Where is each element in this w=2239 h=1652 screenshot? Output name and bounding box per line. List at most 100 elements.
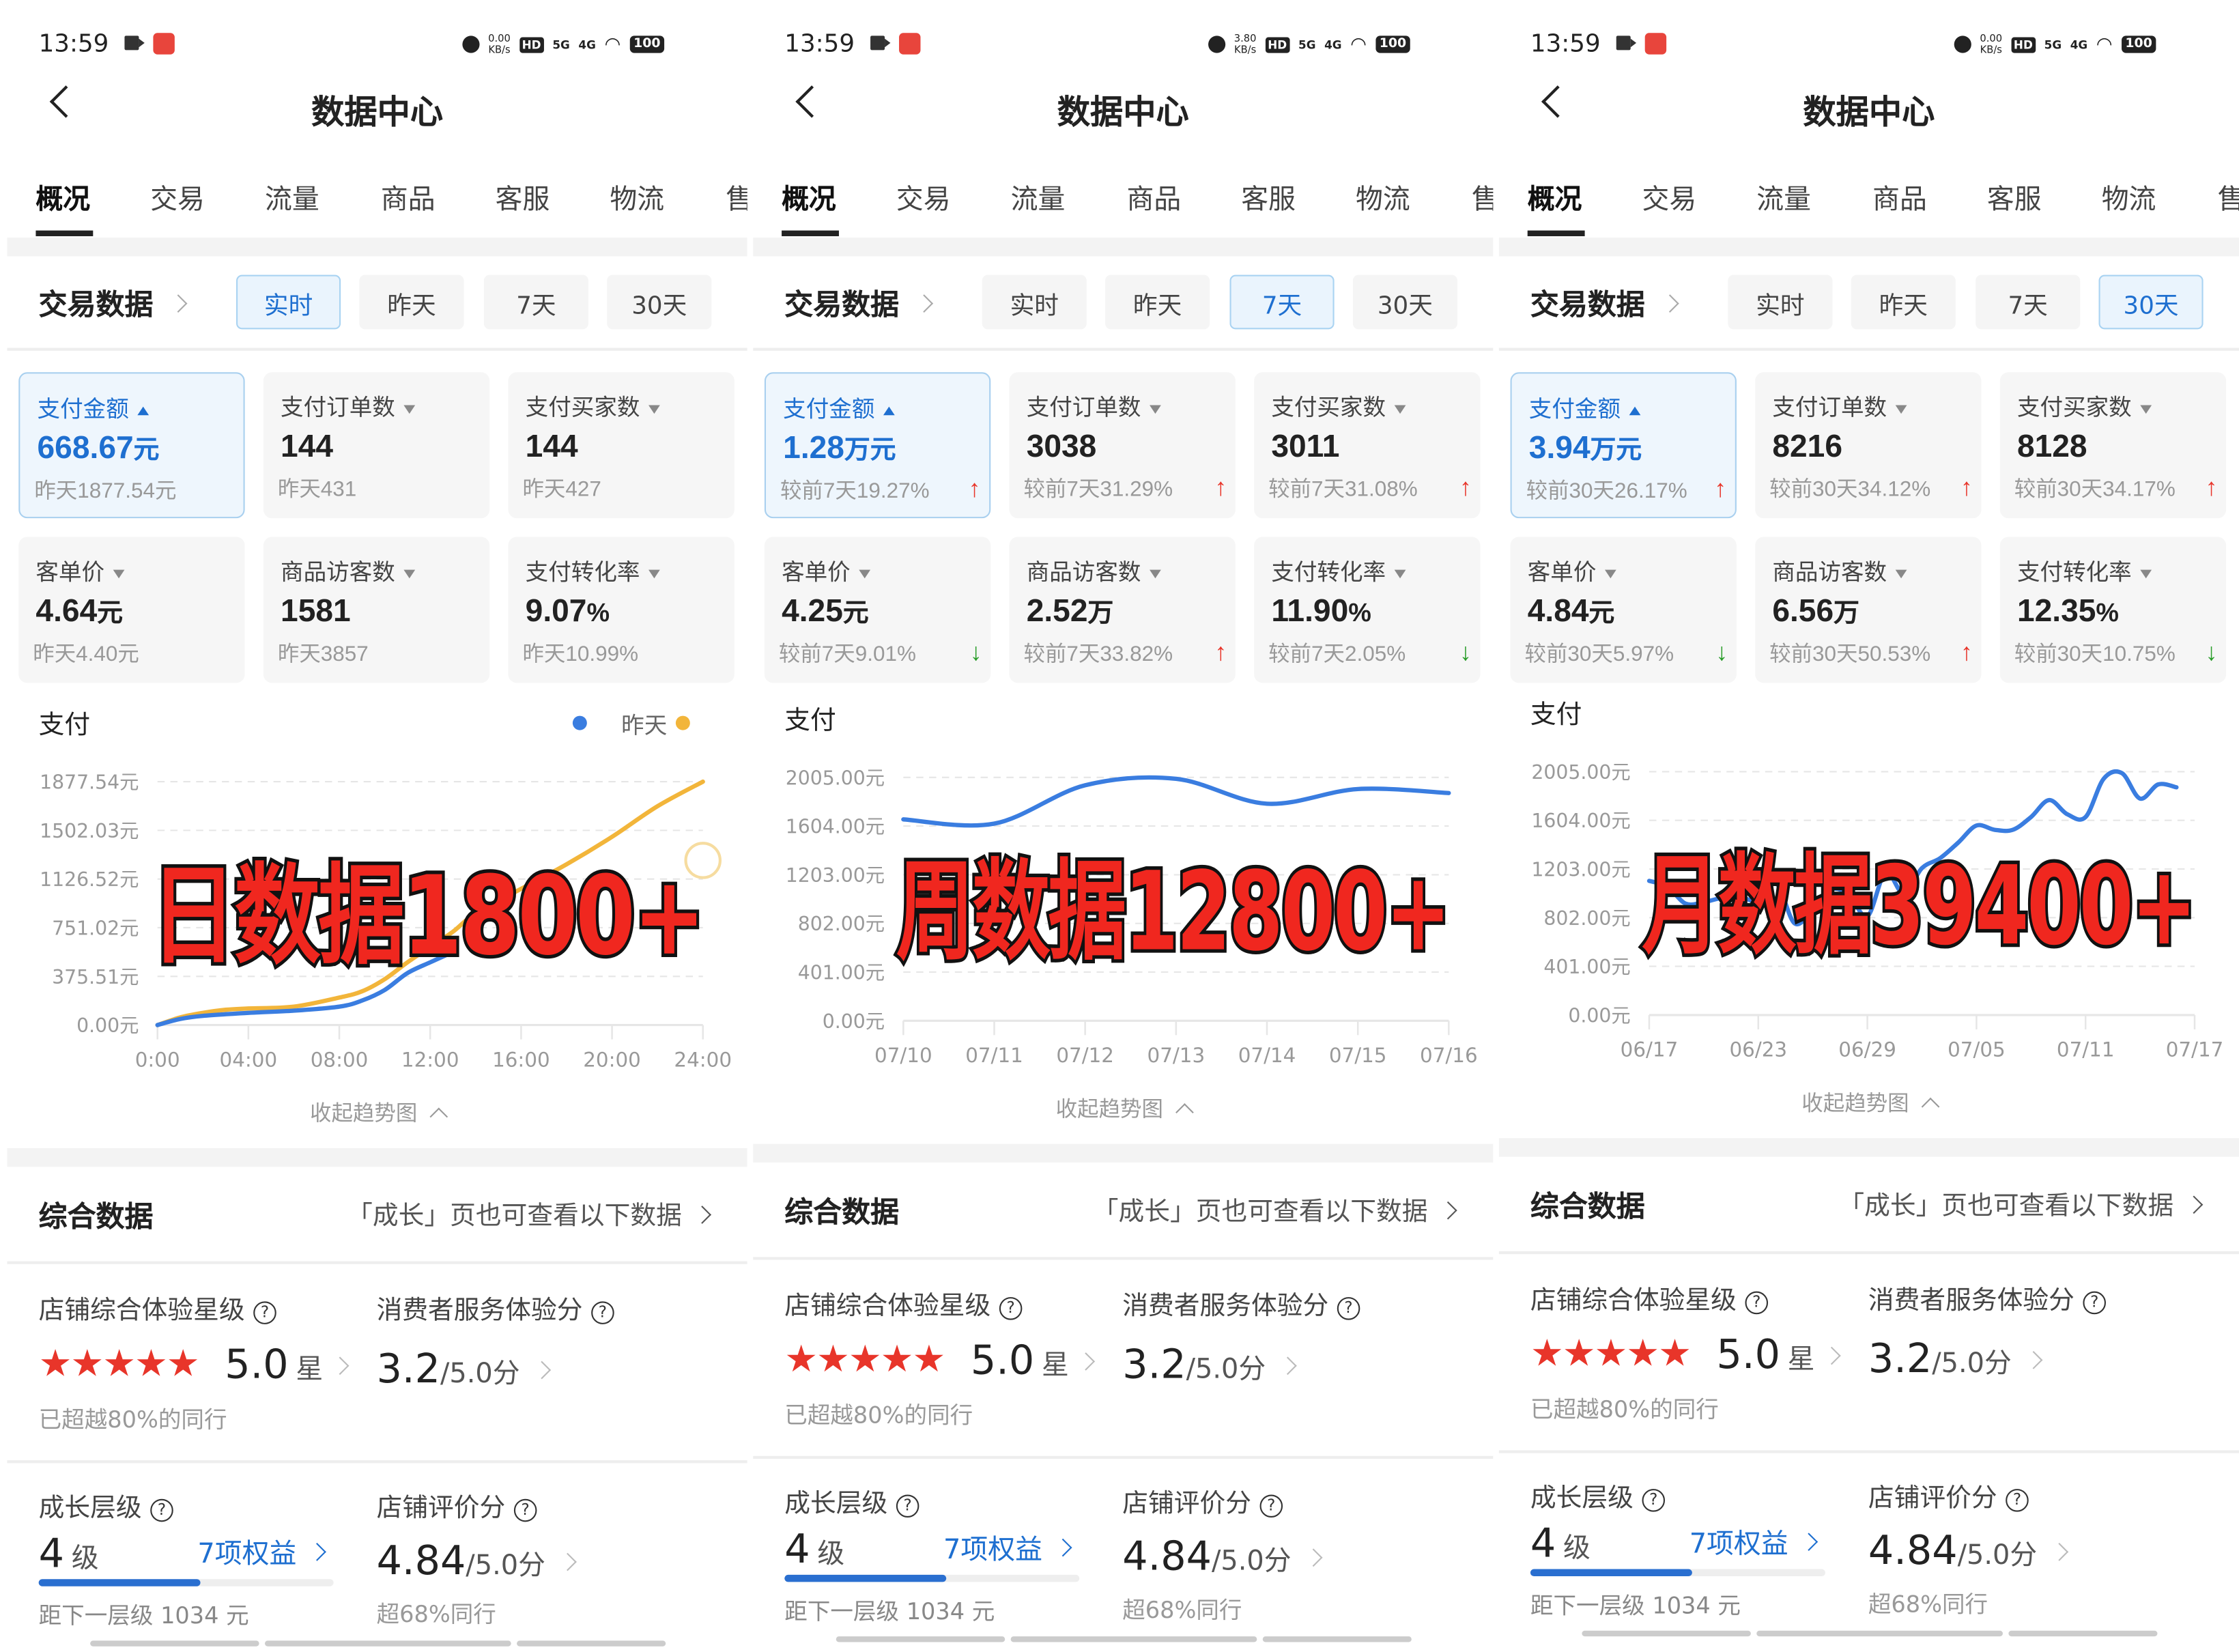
metric-card[interactable]: 支付金额 3.94万元 较前30天26.17% ↑: [1510, 372, 1737, 519]
help-icon[interactable]: ?: [896, 1494, 919, 1518]
period-button-2[interactable]: 7天: [483, 274, 588, 330]
period-button-0[interactable]: 实时: [236, 274, 341, 330]
metric-card[interactable]: 支付买家数 8128 较前30天34.17% ↑: [1999, 372, 2227, 519]
tooltip-point-marker[interactable]: [684, 842, 722, 879]
metric-card[interactable]: 支付转化率 12.35% 较前30天10.75% ↓: [1999, 537, 2227, 683]
store-rating-value[interactable]: 5.0 星: [1717, 1330, 1841, 1378]
tab-4[interactable]: 客服: [1241, 184, 1296, 216]
tab-1[interactable]: 交易: [150, 184, 205, 216]
help-icon[interactable]: ?: [253, 1301, 276, 1324]
help-icon[interactable]: ?: [1642, 1489, 1666, 1512]
tab-2[interactable]: 流量: [264, 184, 319, 216]
help-icon[interactable]: ?: [513, 1498, 537, 1522]
period-button-2[interactable]: 7天: [1976, 274, 2081, 330]
service-score-value[interactable]: 3.2/5.0分: [377, 1345, 552, 1393]
metric-card[interactable]: 支付转化率 11.90% 较前7天2.05% ↓: [1254, 537, 1481, 683]
period-button-2[interactable]: 7天: [1229, 274, 1335, 330]
metric-card[interactable]: 支付金额 1.28万元 较前7天19.27% ↑: [764, 372, 991, 519]
tab-3[interactable]: 商品: [380, 184, 436, 216]
tab-5[interactable]: 物流: [2101, 184, 2156, 216]
trade-data-title[interactable]: 交易数据: [784, 281, 934, 323]
dropdown-icon[interactable]: [648, 569, 660, 578]
growth-page-link[interactable]: 「成长」页也可查看以下数据: [1838, 1185, 2204, 1223]
review-score-value[interactable]: 4.84/5.0分: [1122, 1533, 1323, 1580]
tab-4[interactable]: 客服: [1986, 184, 2042, 216]
metric-card[interactable]: 支付买家数 3011 较前7天31.08% ↑: [1254, 372, 1481, 519]
sort-up-icon[interactable]: [137, 406, 149, 415]
period-button-1[interactable]: 昨天: [1851, 274, 1956, 330]
help-icon[interactable]: ?: [999, 1297, 1023, 1320]
store-rating-value[interactable]: 5.0 星: [225, 1341, 349, 1388]
metric-card[interactable]: 商品访客数 2.52万 较前7天33.82% ↑: [1009, 537, 1236, 683]
period-button-0[interactable]: 实时: [982, 274, 1087, 330]
help-icon[interactable]: ?: [1745, 1291, 1769, 1315]
dropdown-icon[interactable]: [1394, 569, 1406, 578]
collapse-chart-button[interactable]: 收起趋势图: [1499, 1087, 2239, 1117]
service-score-value[interactable]: 3.2/5.0分: [1122, 1341, 1298, 1388]
tab-3[interactable]: 商品: [1126, 184, 1182, 216]
tab-5[interactable]: 物流: [1356, 184, 1410, 216]
dropdown-icon[interactable]: [113, 569, 125, 578]
period-button-3[interactable]: 30天: [1352, 274, 1457, 330]
dropdown-icon[interactable]: [1895, 405, 1907, 414]
help-icon[interactable]: ?: [150, 1498, 173, 1522]
dropdown-icon[interactable]: [648, 405, 660, 414]
collapse-chart-button[interactable]: 收起趋势图: [7, 1098, 747, 1128]
tab-4[interactable]: 客服: [495, 184, 550, 216]
tab-1[interactable]: 交易: [896, 184, 951, 216]
period-button-3[interactable]: 30天: [607, 274, 712, 330]
collapse-chart-button[interactable]: 收起趋势图: [753, 1093, 1493, 1123]
metric-card[interactable]: 支付订单数 144 昨天431: [263, 372, 490, 519]
growth-page-link[interactable]: 「成长」页也可查看以下数据: [347, 1195, 712, 1233]
dropdown-icon[interactable]: [1604, 569, 1616, 578]
tab-0[interactable]: 概况: [35, 184, 91, 216]
growth-page-link[interactable]: 「成长」页也可查看以下数据: [1093, 1191, 1457, 1229]
service-score-value[interactable]: 3.2/5.0分: [1868, 1335, 2043, 1382]
metric-card[interactable]: 客单价 4.64元 昨天4.40元: [18, 537, 245, 683]
metric-card[interactable]: 支付订单数 3038 较前7天31.29% ↑: [1009, 372, 1236, 519]
metric-card[interactable]: 支付转化率 9.07% 昨天10.99%: [508, 537, 735, 683]
benefits-link[interactable]: 7项权益: [1689, 1522, 1819, 1561]
dropdown-icon[interactable]: [2140, 405, 2152, 414]
store-rating-value[interactable]: 5.0 星: [971, 1337, 1095, 1384]
period-button-1[interactable]: 昨天: [359, 274, 464, 330]
metric-card[interactable]: 支付金额 668.67元 昨天1877.54元: [18, 372, 245, 519]
tab-3[interactable]: 商品: [1872, 184, 1927, 216]
trade-data-title[interactable]: 交易数据: [39, 281, 188, 323]
tab-0[interactable]: 概况: [1527, 184, 1582, 216]
metric-card[interactable]: 商品访客数 6.56万 较前30天50.53% ↑: [1755, 537, 1982, 683]
tab-0[interactable]: 概况: [782, 184, 836, 216]
metric-card[interactable]: 支付订单数 8216 较前30天34.12% ↑: [1755, 372, 1982, 519]
benefits-link[interactable]: 7项权益: [943, 1528, 1072, 1567]
dropdown-icon[interactable]: [1895, 569, 1907, 578]
metric-card[interactable]: 支付买家数 144 昨天427: [508, 372, 735, 519]
tab-6[interactable]: 售: [1472, 178, 1493, 217]
tab-2[interactable]: 流量: [1756, 184, 1811, 216]
tab-6[interactable]: 售: [726, 178, 747, 217]
help-icon[interactable]: ?: [2006, 1489, 2029, 1512]
metric-card[interactable]: 商品访客数 1581 昨天3857: [263, 537, 490, 683]
tab-6[interactable]: 售: [2218, 178, 2239, 217]
dropdown-icon[interactable]: [1150, 569, 1161, 578]
sort-up-icon[interactable]: [883, 406, 895, 415]
review-score-value[interactable]: 4.84/5.0分: [377, 1537, 577, 1584]
review-score-value[interactable]: 4.84/5.0分: [1868, 1527, 2069, 1574]
tab-5[interactable]: 物流: [610, 184, 665, 216]
dropdown-icon[interactable]: [859, 569, 871, 578]
tab-1[interactable]: 交易: [1642, 184, 1697, 216]
benefits-link[interactable]: 7项权益: [197, 1533, 327, 1571]
metric-card[interactable]: 客单价 4.84元 较前30天5.97% ↓: [1510, 537, 1737, 683]
metric-card[interactable]: 客单价 4.25元 较前7天9.01% ↓: [764, 537, 991, 683]
trade-data-title[interactable]: 交易数据: [1530, 281, 1679, 323]
help-icon[interactable]: ?: [1259, 1494, 1283, 1518]
sort-up-icon[interactable]: [1629, 406, 1641, 415]
period-button-3[interactable]: 30天: [2098, 274, 2204, 330]
dropdown-icon[interactable]: [403, 405, 416, 414]
dropdown-icon[interactable]: [1394, 405, 1406, 414]
dropdown-icon[interactable]: [403, 569, 416, 578]
dropdown-icon[interactable]: [2140, 569, 2152, 578]
help-icon[interactable]: ?: [2083, 1291, 2106, 1315]
tab-2[interactable]: 流量: [1010, 184, 1066, 216]
help-icon[interactable]: ?: [1337, 1297, 1360, 1320]
period-button-1[interactable]: 昨天: [1105, 274, 1210, 330]
